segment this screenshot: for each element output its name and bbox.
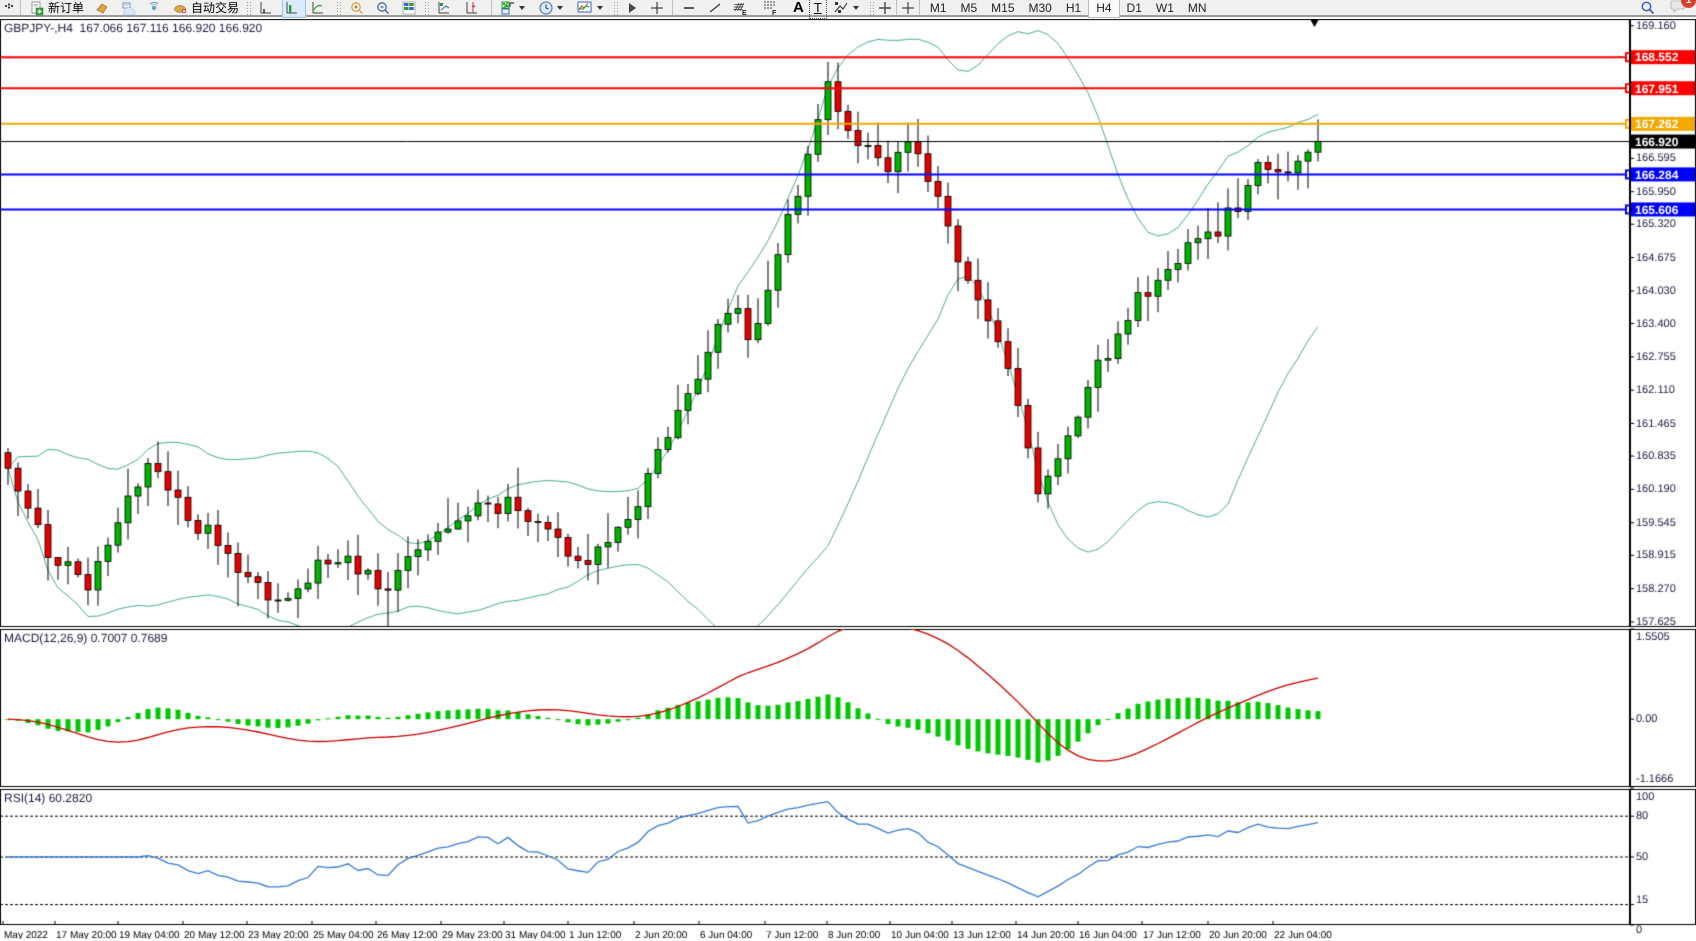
svg-text:E: E xyxy=(742,10,747,16)
svg-text:F: F xyxy=(772,10,777,16)
